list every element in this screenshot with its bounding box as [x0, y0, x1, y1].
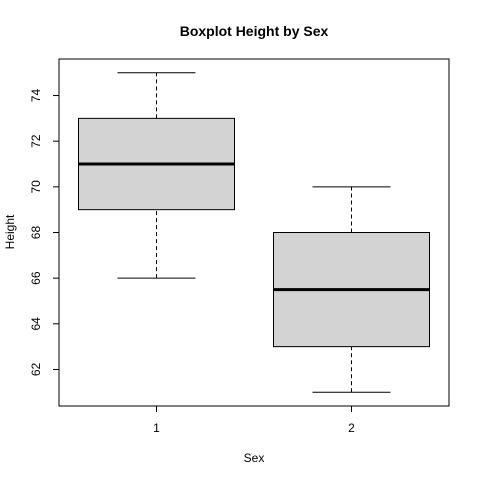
x-tick-label-1: 1 — [153, 421, 160, 435]
chart-title: Boxplot Height by Sex — [180, 23, 329, 39]
y-axis-label: Height — [3, 214, 17, 249]
box-group-2 — [273, 186, 430, 393]
x-tick-label-2: 2 — [348, 421, 355, 435]
y-tick-label-70: 70 — [29, 180, 43, 194]
y-axis: 62 64 66 68 70 72 74 — [29, 89, 60, 376]
box-group-1 — [78, 72, 235, 279]
x-axis-label: Sex — [244, 451, 265, 465]
y-tick-label-66: 66 — [29, 271, 43, 285]
y-tick-label-68: 68 — [29, 226, 43, 240]
boxes-layer — [78, 72, 430, 393]
y-tick-label-72: 72 — [29, 134, 43, 148]
y-tick-label-62: 62 — [29, 362, 43, 376]
y-tick-label-74: 74 — [29, 89, 43, 103]
y-tick-label-64: 64 — [29, 317, 43, 331]
